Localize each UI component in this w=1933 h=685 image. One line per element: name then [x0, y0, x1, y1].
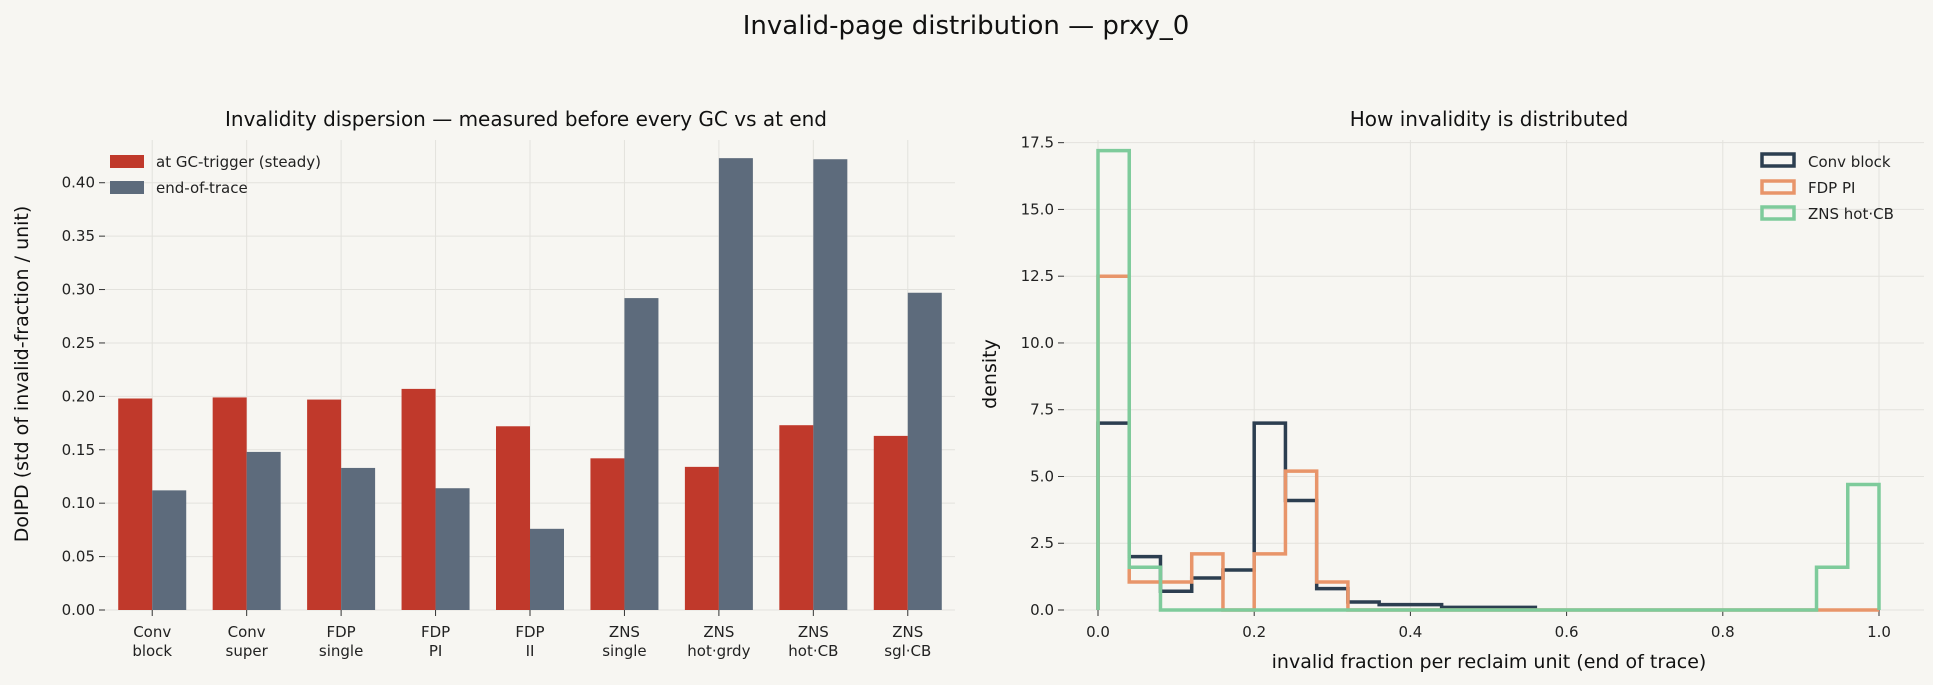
- histogram-title: How invalidity is distributed: [1350, 107, 1629, 131]
- bar-end-of-trace-zns-single: [624, 298, 659, 610]
- histogram-y-tick-label: 5.0: [1030, 467, 1054, 485]
- histogram-x-tick-label: 0.0: [1086, 623, 1110, 641]
- bar-y-tick-label: 0.30: [62, 281, 95, 299]
- legend-swatch-gc-trigger: [110, 155, 144, 168]
- bar-y-tick-label: 0.40: [62, 174, 95, 192]
- bar-y-tick-label: 0.35: [62, 227, 95, 245]
- histogram-y-axis-label: density: [979, 339, 1001, 409]
- bar-at-gc-trigger-steady-zns-single: [590, 458, 625, 610]
- bar-legend: at GC-trigger (steady) end-of-trace: [110, 153, 321, 197]
- bar-at-gc-trigger-steady-conv-super: [212, 397, 247, 610]
- bar-marks: [118, 158, 942, 610]
- histogram-y-tick-label: 2.5: [1030, 534, 1054, 552]
- histogram-x-tick-label: 0.2: [1242, 623, 1266, 641]
- legend-label-fdp-pi: FDP PI: [1808, 179, 1855, 197]
- bar-at-gc-trigger-steady-fdp-single: [307, 399, 342, 610]
- histogram-x-tick-label: 0.8: [1711, 623, 1735, 641]
- bar-at-gc-trigger-steady-zns-hot-cb: [779, 425, 814, 610]
- bar-y-tick-label: 0.15: [62, 441, 95, 459]
- histogram-y-ticks: 0.0 2.5 5.0 7.5 10.0 12.5 15.0 17.5: [1021, 134, 1064, 619]
- histogram-panel: How invalidity is distributed 0.0 2.5 5.0 7…: [979, 107, 1924, 673]
- legend-label-gc-trigger: at GC-trigger (steady): [156, 153, 321, 171]
- histogram-x-ticks: 0.0 0.2 0.4 0.6 0.8 1.0: [1086, 610, 1891, 641]
- histogram-y-tick-label: 0.0: [1030, 601, 1054, 619]
- bar-end-of-trace-zns-hot-grdy: [718, 158, 753, 610]
- bar-chart-title: Invalidity dispersion — measured before …: [225, 107, 827, 131]
- histogram-x-tick-label: 0.4: [1398, 623, 1422, 641]
- legend-swatch-zns-hot-cb: [1760, 205, 1796, 221]
- histogram-marks: [1096, 148, 1881, 612]
- legend-label-zns-hot-cb: ZNS hot·CB: [1808, 205, 1894, 223]
- bar-at-gc-trigger-steady-zns-hot-grdy: [684, 466, 719, 610]
- bar-end-of-trace-conv-super: [246, 451, 281, 610]
- legend-label-conv-block: Conv block: [1808, 153, 1891, 171]
- bar-x-tick-label: FDP: [515, 623, 544, 641]
- bar-end-of-trace-fdp-single: [341, 467, 376, 610]
- bar-x-tick-label: FDP: [421, 623, 450, 641]
- bar-y-ticks: 0.00 0.05 0.10 0.15 0.20 0.25 0.30 0.35 0.40: [62, 174, 105, 619]
- bar-at-gc-trigger-steady-fdp-ii: [496, 426, 530, 610]
- bar-end-of-trace-fdp-pi: [435, 488, 470, 610]
- bar-x-tick-label: FDP: [326, 623, 355, 641]
- bar-x-tick-label: sgl·CB: [884, 642, 931, 660]
- bar-x-tick-label: ZNS: [609, 623, 640, 641]
- bar-x-tick-label: hot·CB: [788, 642, 838, 660]
- histogram-y-tick-label: 12.5: [1021, 267, 1054, 285]
- bar-x-tick-label: ZNS: [892, 623, 923, 641]
- histogram-x-tick-label: 0.6: [1555, 623, 1579, 641]
- bar-x-tick-label: ZNS: [703, 623, 734, 641]
- bar-y-tick-label: 0.10: [62, 494, 95, 512]
- bar-x-tick-label: single: [319, 642, 363, 660]
- legend-swatch-conv-block: [1760, 152, 1796, 168]
- figure-title: Invalid-page distribution — prxy_0: [743, 11, 1190, 41]
- bar-end-of-trace-zns-hot-cb: [813, 159, 848, 610]
- histogram-x-axis-label: invalid fraction per reclaim unit (end o…: [1272, 651, 1707, 673]
- bar-x-tick-label: ZNS: [798, 623, 829, 641]
- bar-end-of-trace-conv-block: [152, 490, 187, 610]
- bar-x-tick-label: PI: [429, 642, 442, 660]
- bar-x-tick-label: single: [602, 642, 646, 660]
- bar-y-tick-label: 0.05: [62, 548, 95, 566]
- legend-swatch-end-of-trace: [110, 181, 144, 194]
- bar-at-gc-trigger-steady-zns-sgl-cb: [873, 435, 908, 610]
- legend-label-end-of-trace: end-of-trace: [156, 179, 248, 197]
- bar-end-of-trace-zns-sgl-cb: [907, 292, 942, 610]
- bar-y-tick-label: 0.25: [62, 334, 95, 352]
- histogram-step-zns-hot-cb: [1096, 148, 1881, 612]
- bar-chart-panel: Invalidity dispersion — measured before …: [11, 107, 955, 660]
- histogram-x-tick-label: 1.0: [1867, 623, 1891, 641]
- bar-at-gc-trigger-steady-fdp-pi: [401, 388, 436, 610]
- histogram-y-tick-label: 15.0: [1021, 200, 1054, 218]
- bar-x-tick-label: Conv: [133, 623, 171, 641]
- bar-y-axis-label: DoIPD (std of invalid-fraction / unit): [11, 206, 33, 543]
- bar-x-ticks: ConvblockConvsuperFDPsingleFDPPIFDPIIZNS…: [132, 610, 931, 660]
- bar-y-tick-label: 0.20: [62, 387, 95, 405]
- bar-x-tick-label: block: [132, 642, 172, 660]
- histogram-legend: Conv block FDP PI ZNS hot·CB: [1760, 152, 1894, 223]
- bar-x-tick-label: Conv: [228, 623, 266, 641]
- bar-x-tick-label: II: [526, 642, 535, 660]
- bar-end-of-trace-fdp-ii: [530, 528, 564, 610]
- histogram-y-tick-label: 10.0: [1021, 334, 1054, 352]
- bar-x-tick-label: hot·grdy: [687, 642, 750, 660]
- legend-swatch-fdp-pi: [1760, 179, 1796, 195]
- histogram-y-tick-label: 7.5: [1030, 401, 1054, 419]
- bar-x-tick-label: super: [226, 642, 269, 660]
- histogram-y-tick-label: 17.5: [1021, 134, 1054, 152]
- bar-y-tick-label: 0.00: [62, 601, 95, 619]
- bar-at-gc-trigger-steady-conv-block: [118, 398, 153, 610]
